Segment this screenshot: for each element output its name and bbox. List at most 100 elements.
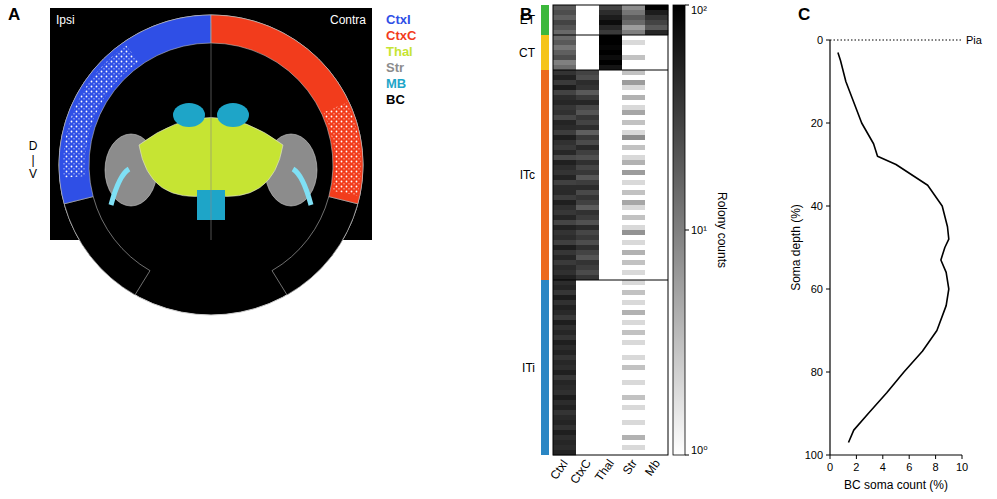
heatmap-cell (622, 60, 645, 65)
heatmap-cell (622, 425, 645, 430)
colorbar-tick-label: 10² (691, 4, 707, 16)
heatmap-cell (622, 35, 645, 40)
y-tick (826, 123, 830, 124)
heatmap-cell (576, 375, 599, 380)
heatmap-cell (553, 360, 576, 365)
heatmap-cell (645, 420, 668, 425)
heatmap-cell (553, 255, 576, 260)
heatmap-cell (599, 250, 622, 255)
heatmap-cell (645, 25, 668, 30)
heatmap-cell (599, 190, 622, 195)
heatmap-cell (622, 335, 645, 340)
colorbar-title: Rolony counts (715, 192, 729, 268)
heatmap-cell (645, 90, 668, 95)
x-tick (909, 455, 910, 459)
heatmap-cell (576, 165, 599, 170)
heatmap-cell (645, 380, 668, 385)
cells-contra (323, 102, 361, 195)
heatmap-cell (622, 255, 645, 260)
heatmap-cell (553, 445, 576, 450)
heatmap-cell (553, 225, 576, 230)
heatmap-cell (645, 70, 668, 75)
y-tick-label: 60 (811, 283, 823, 295)
heatmap-cell (599, 270, 622, 275)
heatmap-cell (599, 310, 622, 315)
heatmap-cell (576, 290, 599, 295)
heatmap-cell (622, 25, 645, 30)
legend-entry: Thal (386, 44, 413, 59)
heatmap-cell (553, 310, 576, 315)
heatmap-cell (576, 130, 599, 135)
contra-label: Contra (330, 13, 366, 27)
heatmap-cell (553, 440, 576, 445)
heatmap-cell (576, 340, 599, 345)
heatmap-cell (645, 235, 668, 240)
heatmap-cell (599, 105, 622, 110)
heatmap-cell (645, 425, 668, 430)
heatmap-cell (576, 350, 599, 355)
heatmap-cell (599, 405, 622, 410)
heatmap-cell (576, 160, 599, 165)
heatmap-cell (553, 190, 576, 195)
heatmap-cell (576, 435, 599, 440)
heatmap-cell (553, 160, 576, 165)
heatmap-cell (576, 395, 599, 400)
heatmap-cell (553, 385, 576, 390)
heatmap-cell (599, 175, 622, 180)
group-label: ITi (522, 361, 535, 375)
heatmap-cell (576, 125, 599, 130)
heatmap-cell (622, 300, 645, 305)
heatmap-cell (599, 85, 622, 90)
heatmap-cell (622, 265, 645, 270)
heatmap-cell (622, 105, 645, 110)
heatmap-cell (622, 100, 645, 105)
heatmap-cell (622, 145, 645, 150)
heatmap-cell (599, 440, 622, 445)
axis-v: V (29, 167, 37, 181)
heatmap-cell (576, 140, 599, 145)
heatmap-cell (645, 255, 668, 260)
legend-entry: CtxI (386, 12, 411, 27)
heatmap-cell (576, 110, 599, 115)
atlas (59, 15, 363, 315)
heatmap-cell (622, 10, 645, 15)
heatmap-cell (622, 40, 645, 45)
heatmap-cell (622, 140, 645, 145)
heatmap-cell (645, 195, 668, 200)
heatmap-cell (576, 370, 599, 375)
heatmap-cell (553, 5, 576, 10)
heatmap-cell (645, 145, 668, 150)
heatmap-cell (576, 35, 599, 40)
heatmap-cell (576, 5, 599, 10)
group-strip (541, 280, 549, 455)
heatmap-cell (576, 255, 599, 260)
heatmap-cell (553, 340, 576, 345)
heatmap-cell (553, 315, 576, 320)
heatmap-cell (622, 210, 645, 215)
heatmap-cell (599, 285, 622, 290)
y-tick-label: 0 (817, 34, 823, 46)
heatmap-cell (645, 330, 668, 335)
heatmap-cell (622, 15, 645, 20)
heatmap (553, 5, 668, 455)
column-label: Thal (592, 457, 617, 484)
axis-d: D (29, 139, 38, 153)
heatmap-cell (645, 215, 668, 220)
heatmap-cell (622, 355, 645, 360)
heatmap-cell (599, 315, 622, 320)
y-tick (826, 372, 830, 373)
heatmap-cell (553, 145, 576, 150)
heatmap-cell (645, 85, 668, 90)
heatmap-cell (553, 170, 576, 175)
heatmap-cell (622, 195, 645, 200)
heatmap-cell (645, 415, 668, 420)
heatmap-cell (645, 35, 668, 40)
midbrain (173, 103, 205, 127)
heatmap-cell (645, 290, 668, 295)
plot-area (838, 52, 949, 442)
heatmap-cell (553, 375, 576, 380)
heatmap-cell (599, 130, 622, 135)
heatmap-cell (599, 5, 622, 10)
heatmap-cell (576, 300, 599, 305)
heatmap-cell (645, 205, 668, 210)
